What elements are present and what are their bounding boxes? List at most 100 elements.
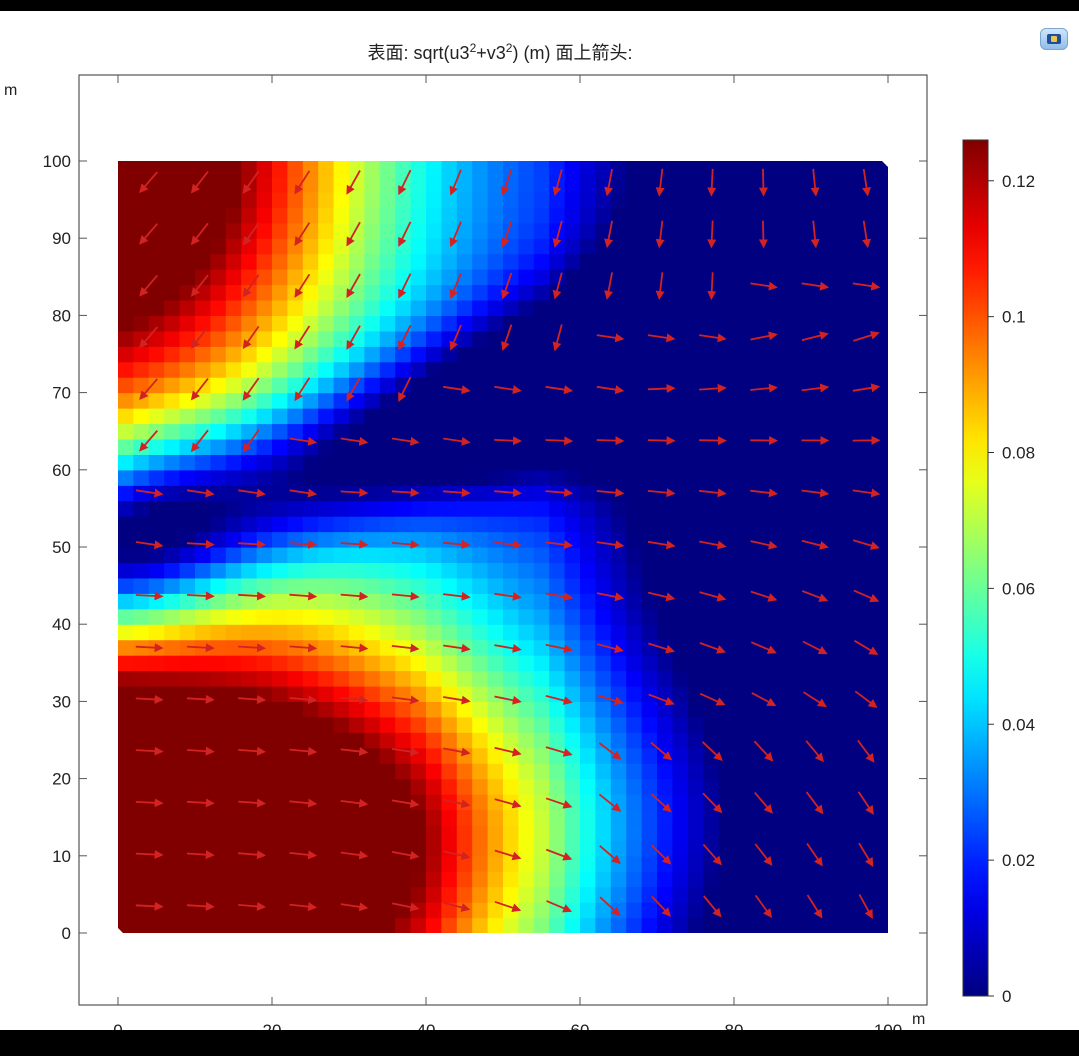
surface-cell xyxy=(795,701,812,718)
surface-cell xyxy=(641,655,658,672)
surface-cell xyxy=(749,902,766,919)
surface-cell xyxy=(687,794,704,811)
vector-arrow xyxy=(135,540,164,550)
surface-cell xyxy=(549,485,566,502)
surface-cell xyxy=(164,778,181,795)
surface-cell xyxy=(841,670,858,687)
surface-cell xyxy=(395,500,412,517)
surface-cell xyxy=(133,377,150,394)
surface-cell xyxy=(749,408,766,425)
surface-cell xyxy=(179,670,196,687)
surface-cell xyxy=(764,299,781,316)
surface-cell xyxy=(657,315,673,332)
surface-cell xyxy=(657,562,673,579)
surface-cell xyxy=(179,253,196,270)
surface-cell xyxy=(703,886,720,903)
surface-cell xyxy=(410,562,427,579)
surface-cell xyxy=(826,577,843,594)
surface-cell xyxy=(857,299,874,316)
surface-cell xyxy=(225,763,242,780)
surface-cell xyxy=(241,485,258,502)
surface-cell xyxy=(734,685,750,702)
surface-cell xyxy=(841,315,858,332)
surface-cell xyxy=(626,176,643,193)
surface-cell xyxy=(395,346,412,363)
surface-cell xyxy=(148,176,165,193)
surface-cell xyxy=(610,562,627,579)
surface-cell xyxy=(364,778,381,795)
surface-cell xyxy=(703,500,720,517)
vector-arrow xyxy=(346,376,361,402)
surface-cell xyxy=(564,392,581,409)
surface-cell xyxy=(533,840,550,857)
surface-cell xyxy=(426,408,442,425)
surface-cell xyxy=(179,824,196,841)
surface-cell xyxy=(641,824,658,841)
surface-cell xyxy=(595,438,612,455)
vector-arrow xyxy=(242,377,260,401)
surface-cell xyxy=(318,902,335,919)
surface-cell xyxy=(811,269,827,286)
surface-cell xyxy=(718,346,735,363)
surface-cell xyxy=(364,886,381,903)
surface-cell xyxy=(225,593,242,610)
surface-cell xyxy=(487,531,504,548)
surface-cell xyxy=(764,361,781,378)
surface-cell xyxy=(333,639,350,656)
surface-cell xyxy=(487,902,504,919)
surface-cell xyxy=(718,377,735,394)
surface-cell xyxy=(518,670,535,687)
surface-cell xyxy=(272,161,288,178)
surface-cell xyxy=(164,392,181,409)
vector-arrow xyxy=(854,639,879,655)
surface-cell xyxy=(795,315,812,332)
surface-cell xyxy=(703,269,720,286)
surface-cell xyxy=(780,871,797,888)
surface-cell xyxy=(718,670,735,687)
surface-cell xyxy=(503,809,519,826)
surface-cell xyxy=(811,238,827,255)
surface-cell xyxy=(195,284,211,301)
surface-cell xyxy=(780,361,797,378)
camera-icon[interactable] xyxy=(1040,28,1068,50)
surface-cell xyxy=(533,176,550,193)
surface-cell xyxy=(302,886,319,903)
surface-cell xyxy=(764,330,781,347)
surface-cell xyxy=(718,639,735,656)
surface-cell xyxy=(687,732,704,749)
surface-cell xyxy=(657,809,673,826)
surface-cell xyxy=(256,176,273,193)
surface-cell xyxy=(379,253,396,270)
surface-cell xyxy=(518,608,535,625)
surface-cell xyxy=(564,284,581,301)
surface-cell xyxy=(349,855,365,872)
surface-cell xyxy=(564,238,581,255)
surface-cell xyxy=(795,655,812,672)
surface-cell xyxy=(118,253,134,270)
surface-cell xyxy=(580,747,596,764)
surface-cell xyxy=(410,670,427,687)
surface-cell xyxy=(318,670,335,687)
vector-arrow xyxy=(545,385,574,395)
surface-cell xyxy=(148,346,165,363)
surface-cell xyxy=(148,670,165,687)
surface-cell xyxy=(333,670,350,687)
surface-cell xyxy=(487,886,504,903)
surface-cell xyxy=(503,577,519,594)
surface-cell xyxy=(364,716,381,733)
surface-cell xyxy=(564,840,581,857)
surface-cell xyxy=(118,701,134,718)
surface-cell xyxy=(549,778,566,795)
surface-cell xyxy=(564,547,581,564)
surface-cell xyxy=(626,778,643,795)
surface-cell xyxy=(533,377,550,394)
surface-cell xyxy=(179,191,196,208)
surface-cell xyxy=(395,701,412,718)
surface-cell xyxy=(487,454,504,471)
surface-cell xyxy=(287,438,304,455)
surface-cell xyxy=(672,655,689,672)
surface-cell xyxy=(133,562,150,579)
surface-cell xyxy=(841,191,858,208)
surface-cell xyxy=(718,902,735,919)
vector-arrow xyxy=(289,798,318,808)
